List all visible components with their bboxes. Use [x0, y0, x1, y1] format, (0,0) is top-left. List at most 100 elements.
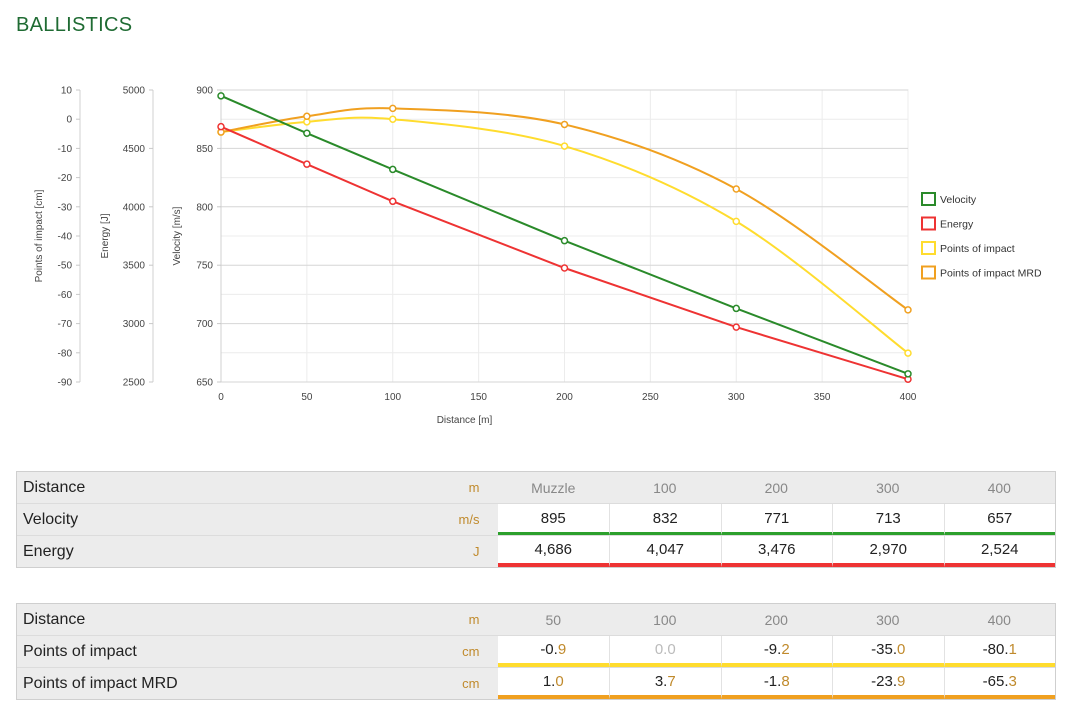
- table-cell: 2,524: [943, 536, 1055, 567]
- row-unit: cm: [462, 676, 480, 691]
- table-cell: -35. 0: [832, 636, 944, 667]
- impact-table: Distance m 50 100 200 300 400 Points of impa…: [16, 603, 1056, 700]
- table-cell: 400: [987, 479, 1011, 496]
- energy-point: [732, 323, 740, 331]
- energy-tick-label: 2500: [123, 378, 146, 389]
- row-unit: J: [473, 544, 480, 559]
- energy-line: [220, 125, 909, 381]
- poi-tick-label: -20: [58, 173, 73, 184]
- table-cell: -65. 3: [943, 668, 1055, 699]
- table-cell: 713: [832, 504, 944, 535]
- poi-tick-label: -40: [58, 232, 73, 243]
- table-row-distance: Distance m Muzzle 100 200 300 400: [17, 472, 1055, 503]
- table-cell: -9. 2: [720, 636, 832, 667]
- energy-tick-label: 3500: [123, 261, 146, 272]
- points-of-impact-mrd-point: [389, 104, 397, 113]
- energy-point: [303, 160, 311, 168]
- energy-point: [217, 122, 225, 131]
- poi-tick-label: -90: [58, 378, 73, 389]
- x-tick-label: 0: [218, 392, 224, 403]
- table-row-points-of-impact: Points of impact cm -0. 9 0. 0 -9. 2 -35. 0 -80.…: [17, 635, 1055, 667]
- row-unit: m: [468, 612, 480, 627]
- velocity-tick-label: 800: [196, 202, 213, 213]
- points-of-impact-mrd-point: [904, 306, 912, 314]
- x-tick-label: 300: [728, 392, 745, 403]
- points-of-impact-mrd-point: [560, 120, 569, 129]
- legend-swatch: [921, 216, 936, 231]
- table-cell: -80. 1: [943, 636, 1055, 667]
- poi-tick-label: -70: [58, 319, 73, 330]
- x-tick-label: 350: [814, 392, 831, 403]
- energy-point: [560, 264, 569, 272]
- table-cell: 200: [764, 479, 788, 496]
- energy-tick-label: 3000: [123, 319, 146, 330]
- energy-axis-title: Energy [J]: [100, 213, 111, 258]
- velocity-point: [303, 129, 311, 137]
- points-of-impact-mrd-point: [303, 112, 311, 121]
- table-row-points-of-impact-mrd: Points of impact MRD cm 1. 0 3. 7 -1. 8 -23. 9-…: [17, 667, 1055, 699]
- energy-tick-label: 4000: [123, 202, 146, 213]
- table-cell: -0. 9: [497, 636, 609, 667]
- points-of-impact-point: [560, 142, 569, 150]
- energy-tick-label: 5000: [123, 86, 146, 97]
- legend-label: Points of impact: [940, 243, 1015, 255]
- table-cell: 200: [764, 611, 788, 628]
- velocity-axis-title: Velocity [m/s]: [172, 206, 183, 265]
- poi-tick-label: -60: [58, 290, 73, 301]
- velocity-tick-label: 850: [196, 144, 213, 155]
- page-title: BALLISTICS: [16, 14, 133, 36]
- row-unit: m/s: [458, 512, 480, 527]
- poi-tick-label: 10: [61, 86, 73, 97]
- legend-label: Velocity: [940, 194, 977, 206]
- legend-label: Energy: [940, 219, 974, 231]
- table-cell: 1. 0: [497, 668, 609, 699]
- table-cell: -23. 9: [832, 668, 944, 699]
- x-tick-label: 200: [556, 392, 573, 403]
- velocity-point: [904, 370, 912, 378]
- x-axis-label: Distance [m]: [437, 415, 493, 426]
- table-cell: 2,970: [832, 536, 944, 567]
- table-cell: 3,476: [720, 536, 832, 567]
- points-of-impact-mrd-point: [732, 185, 740, 193]
- table-cell: 832: [609, 504, 721, 535]
- table-row-energy: Energy J 4,686 4,047 3,476 2,970 2,524: [17, 535, 1055, 567]
- row-label: Energy: [23, 542, 74, 560]
- table-cell: 4,047: [609, 536, 721, 567]
- table-cell: 895: [497, 504, 609, 535]
- legend-label: Points of impact MRD: [940, 268, 1042, 280]
- table-cell: 400: [987, 611, 1011, 628]
- velocity-point: [217, 92, 225, 100]
- velocity-point: [560, 236, 569, 245]
- velocity-point: [389, 165, 397, 174]
- ballistics-table: Distance m Muzzle 100 200 300 400 Velocity m…: [16, 471, 1056, 568]
- table-cell: Muzzle: [531, 479, 576, 496]
- table-cell: 300: [876, 479, 900, 496]
- table-cell: 100: [653, 611, 677, 628]
- legend-swatch: [921, 241, 936, 255]
- row-label: Distance: [23, 610, 86, 628]
- table-cell: -1. 8: [720, 668, 832, 699]
- table-cell: 771: [720, 504, 832, 535]
- points-of-impact-point: [904, 349, 912, 357]
- table-cell: 3. 7: [609, 668, 721, 699]
- row-label: Distance: [23, 478, 86, 496]
- row-unit: cm: [462, 644, 480, 659]
- x-tick-label: 100: [384, 392, 401, 403]
- velocity-line: [220, 94, 909, 375]
- energy-tick-label: 4500: [123, 144, 146, 155]
- table-cell: 50: [545, 611, 562, 628]
- row-label: Points of impact MRD: [23, 674, 178, 692]
- table-cell: 657: [943, 504, 1055, 535]
- velocity-tick-label: 700: [196, 319, 213, 330]
- x-tick-label: 400: [900, 392, 917, 403]
- table-cell: 4,686: [497, 536, 609, 567]
- table-row-velocity: Velocity m/s 895 832 771 713 657: [17, 503, 1055, 535]
- x-tick-label: 150: [470, 392, 487, 403]
- row-unit: m: [468, 480, 480, 495]
- table-cell: 300: [876, 611, 900, 628]
- velocity-point: [732, 304, 740, 313]
- poi-tick-label: -30: [58, 202, 73, 213]
- poi-tick-label: -80: [58, 348, 73, 359]
- energy-point: [389, 197, 397, 206]
